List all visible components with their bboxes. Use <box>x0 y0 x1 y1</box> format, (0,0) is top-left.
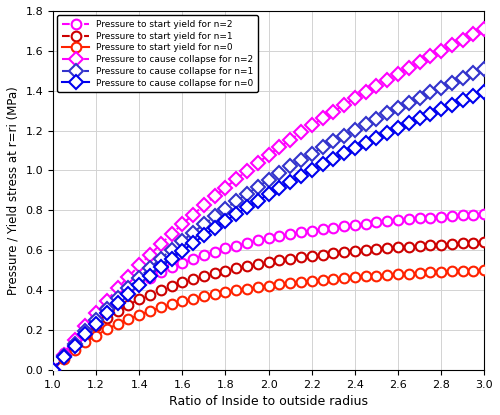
Y-axis label: Pressure / Yield stress at r=ri (MPa): Pressure / Yield stress at r=ri (MPa) <box>7 86 20 295</box>
Legend: Pressure to start yield for n=2, Pressure to start yield for n=1, Pressure to st: Pressure to start yield for n=2, Pressur… <box>58 15 258 92</box>
X-axis label: Ratio of Inside to outside radius: Ratio of Inside to outside radius <box>169 395 368 408</box>
